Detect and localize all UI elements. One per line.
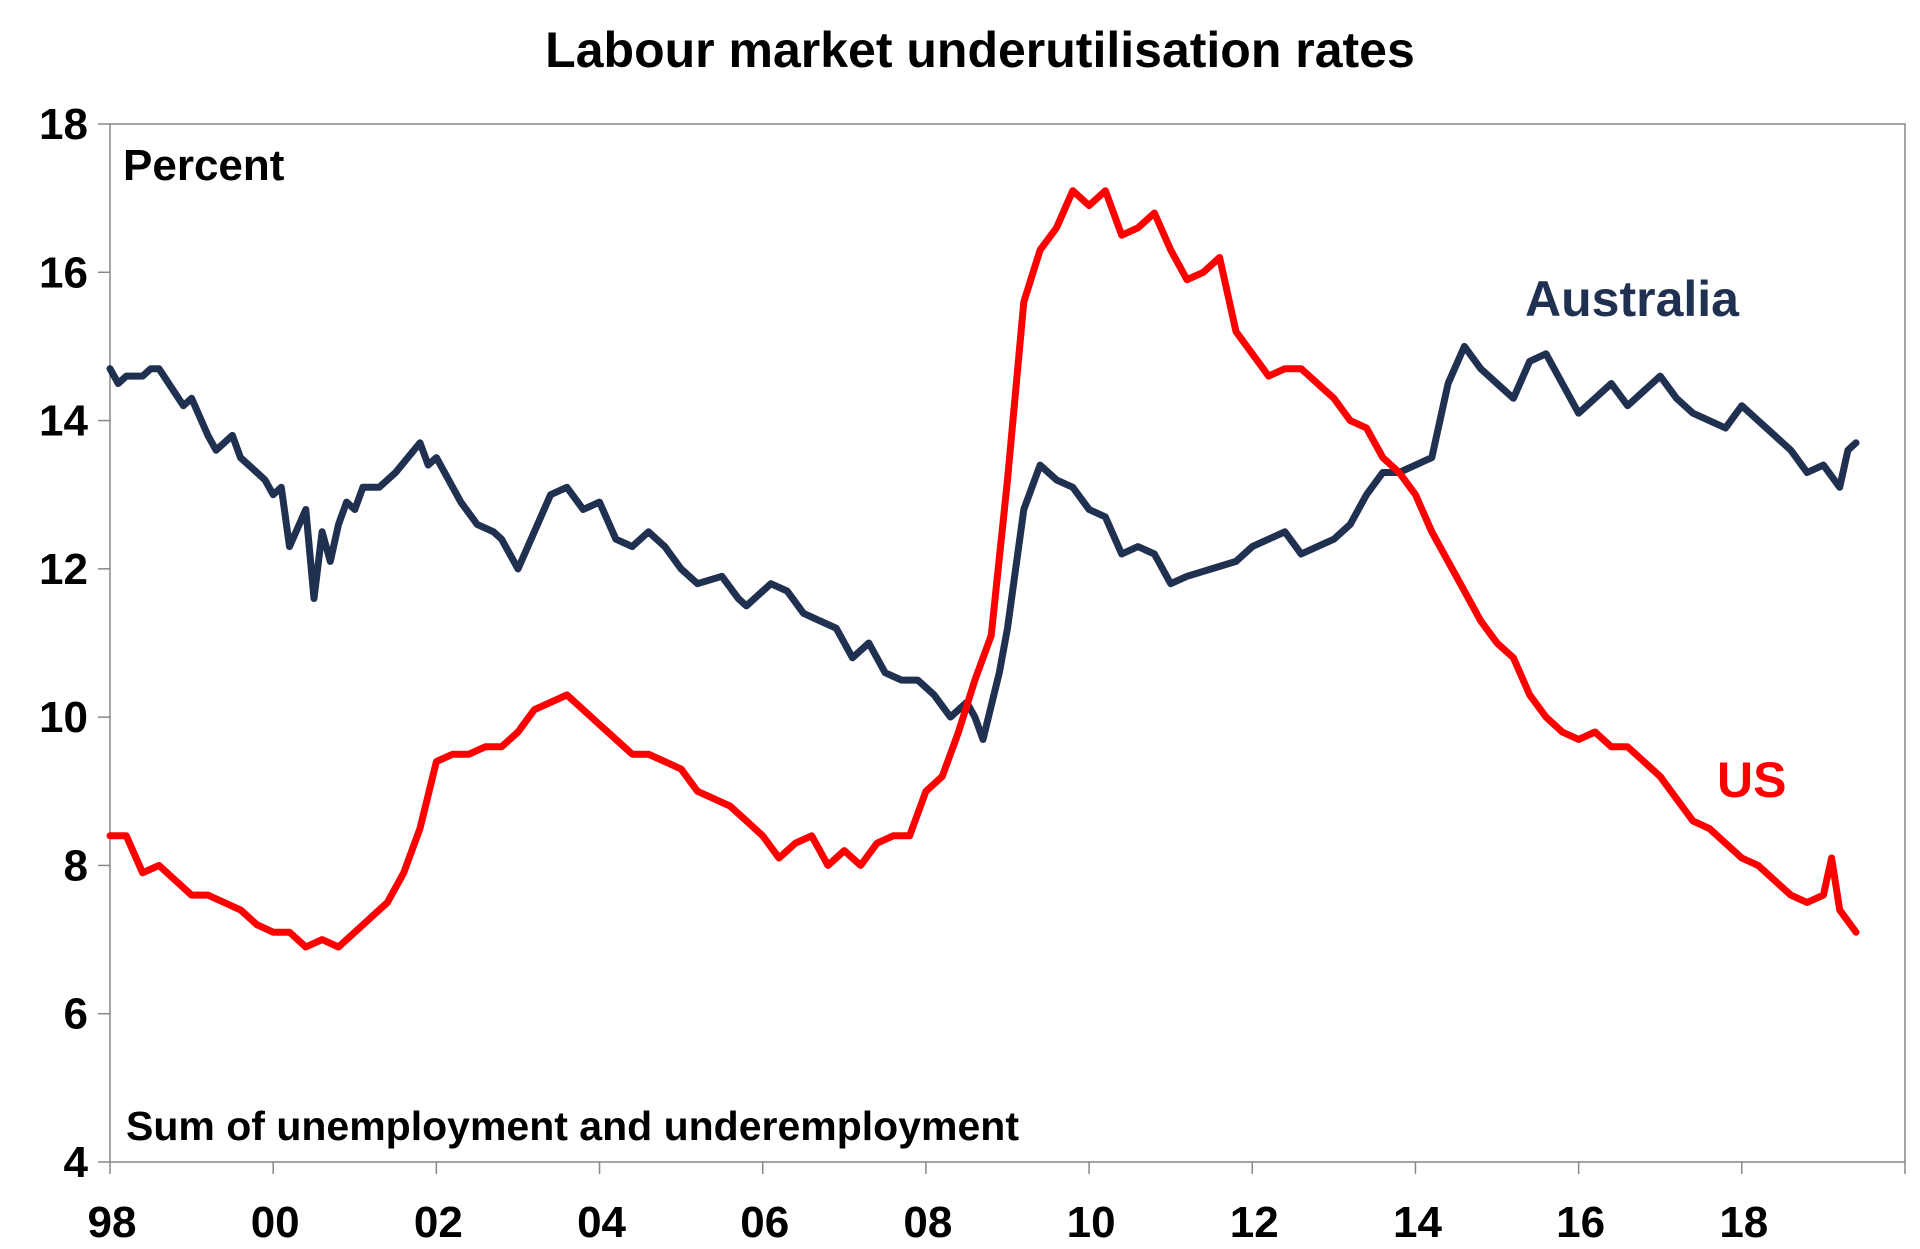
- chart-note: Sum of unemployment and underemployment: [126, 1103, 1019, 1149]
- x-tick-label: 08: [903, 1198, 952, 1247]
- y-tick-label: 10: [39, 693, 88, 742]
- x-tick-label: 98: [88, 1198, 137, 1247]
- series-lines: [106, 187, 1860, 951]
- y-tick-label: 14: [39, 397, 88, 446]
- x-tick-label: 06: [740, 1198, 789, 1247]
- x-tick-label: 10: [1067, 1198, 1116, 1247]
- x-tick-label: 02: [414, 1198, 463, 1247]
- x-tick-label: 12: [1230, 1198, 1279, 1247]
- chart-title: Labour market underutilisation rates: [545, 22, 1415, 78]
- plot-area-border: [109, 123, 1906, 1163]
- y-tick-label: 18: [39, 100, 88, 149]
- series-line-us: [106, 187, 1860, 951]
- x-axis: 98 00 02 04 06 08 10 12 14 16 18: [88, 1162, 1906, 1247]
- y-axis-unit-label: Percent: [123, 141, 285, 190]
- y-tick-label: 12: [39, 545, 88, 594]
- series-line-australia: [106, 342, 1860, 743]
- x-tick-label: 14: [1393, 1198, 1442, 1247]
- series-label-australia: Australia: [1525, 271, 1740, 327]
- x-tick-label: 18: [1719, 1198, 1768, 1247]
- x-tick-label: 16: [1556, 1198, 1605, 1247]
- y-axis: 4 6 8 10 12 14 16 18: [39, 100, 110, 1187]
- y-tick-label: 6: [64, 990, 88, 1039]
- x-tick-label: 00: [251, 1198, 300, 1247]
- y-tick-label: 16: [39, 248, 88, 297]
- series-label-us: US: [1717, 752, 1786, 808]
- y-tick-label: 8: [64, 841, 88, 890]
- x-tick-label: 04: [577, 1198, 626, 1247]
- y-tick-label: 4: [64, 1138, 89, 1187]
